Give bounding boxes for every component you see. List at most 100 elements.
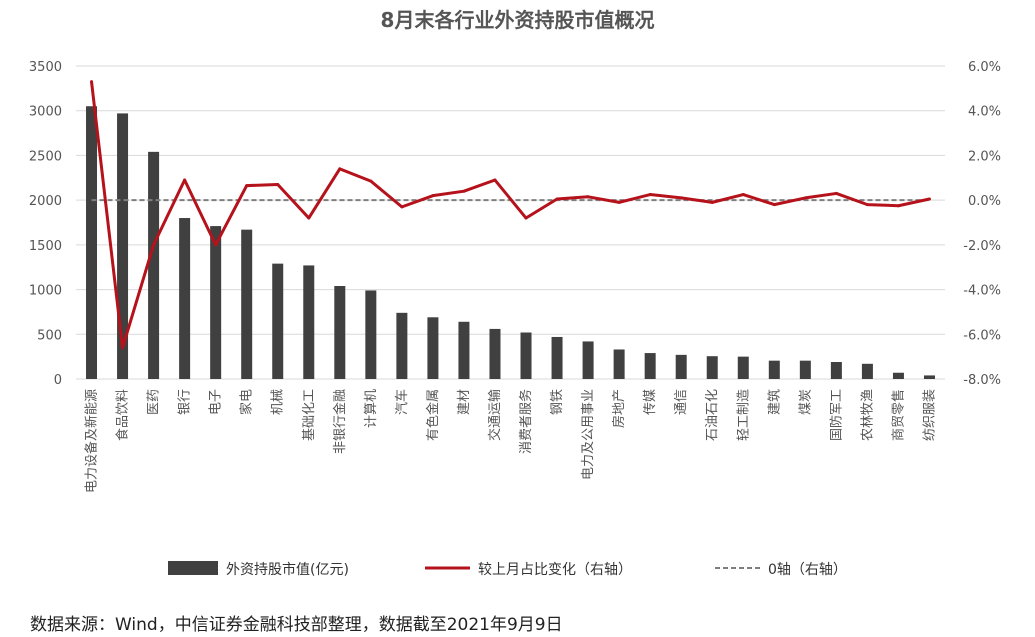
bar xyxy=(396,312,408,379)
left-tick-label: 1500 xyxy=(29,239,62,254)
change-point xyxy=(679,196,683,200)
change-point xyxy=(555,197,559,201)
category-label: 纺织服装 xyxy=(922,389,937,441)
legend-label-zero: 0轴（右轴） xyxy=(768,562,847,578)
category-label: 基础化工 xyxy=(302,389,317,441)
right-tick-label: 2.0% xyxy=(968,149,1001,164)
category-label: 消费者服务 xyxy=(518,389,534,454)
change-point xyxy=(741,193,745,197)
category-label: 家电 xyxy=(239,389,255,415)
bar xyxy=(582,341,594,379)
chart-title: 8月末各行业外资持股市值概况 xyxy=(380,8,655,32)
change-point xyxy=(710,200,714,204)
left-tick-label: 3500 xyxy=(29,60,62,75)
change-point xyxy=(617,200,621,204)
change-point xyxy=(338,167,342,171)
bar xyxy=(520,332,532,379)
category-label: 房地产 xyxy=(611,389,627,428)
bar xyxy=(489,328,501,379)
right-tick-label: -6.0% xyxy=(963,328,1001,343)
bar xyxy=(241,229,253,379)
legend: 外资持股市值(亿元) 较上月占比变化（右轴） 0轴（右轴） xyxy=(168,561,847,578)
category-label: 汽车 xyxy=(394,389,410,415)
change-point xyxy=(245,184,249,188)
category-label: 钢铁 xyxy=(550,389,565,415)
category-label: 机械 xyxy=(271,389,286,415)
bar xyxy=(148,151,160,379)
category-label: 医药 xyxy=(147,389,162,415)
category-label: 商贸零售 xyxy=(890,389,906,441)
change-point xyxy=(431,194,435,198)
bar xyxy=(334,285,346,379)
bar xyxy=(613,349,625,379)
category-label: 石油石化 xyxy=(705,389,720,441)
left-tick-label: 2500 xyxy=(29,149,62,164)
category-label: 国防军工 xyxy=(828,389,844,441)
category-label: 交通运输 xyxy=(487,389,503,441)
change-point xyxy=(927,197,931,201)
bar xyxy=(365,290,377,379)
bar xyxy=(644,353,656,379)
legend-label-bar: 外资持股市值(亿元) xyxy=(226,561,349,578)
change-point xyxy=(276,182,280,186)
bar-series xyxy=(86,106,935,379)
bar xyxy=(706,356,718,379)
source-note: 数据来源：Wind，中信证券金融科技部整理，数据截至2021年9月9日 xyxy=(30,615,563,635)
bar xyxy=(799,360,811,379)
change-point xyxy=(183,178,187,182)
category-label: 农林牧渔 xyxy=(860,389,875,441)
change-point xyxy=(462,189,466,193)
bar xyxy=(861,363,873,379)
change-point xyxy=(586,195,590,199)
right-tick-label: 4.0% xyxy=(968,105,1001,120)
right-tick-label: 6.0% xyxy=(968,60,1001,75)
left-axis-ticks: 0 500 1000 1500 2000 2500 3000 3500 xyxy=(29,60,62,388)
change-point xyxy=(648,193,652,197)
change-point xyxy=(90,80,94,84)
left-tick-label: 2000 xyxy=(29,194,62,209)
category-label: 轻工制造 xyxy=(736,389,751,441)
bar xyxy=(427,317,439,379)
category-label: 电力设备及新能源 xyxy=(84,389,100,493)
category-label: 建材 xyxy=(457,389,472,415)
category-label: 食品饮料 xyxy=(115,389,131,441)
right-tick-label: -2.0% xyxy=(963,239,1001,254)
category-label: 建筑 xyxy=(766,389,782,415)
change-point xyxy=(400,205,404,209)
category-label: 传媒 xyxy=(643,389,658,415)
left-tick-label: 1000 xyxy=(29,284,62,299)
category-label: 电子 xyxy=(209,389,224,415)
bar xyxy=(675,354,687,379)
change-point xyxy=(214,243,218,247)
change-point xyxy=(834,191,838,195)
change-point xyxy=(493,178,497,182)
change-line-series xyxy=(90,80,931,350)
change-point xyxy=(152,243,156,247)
bar xyxy=(768,360,780,379)
category-label: 银行 xyxy=(178,389,193,415)
bar xyxy=(303,265,315,379)
legend-label-change: 较上月占比变化（右轴） xyxy=(478,562,632,578)
category-label: 计算机 xyxy=(364,389,379,428)
change-line xyxy=(90,81,930,350)
category-label: 煤炭 xyxy=(798,389,813,415)
right-tick-label: -4.0% xyxy=(963,284,1001,299)
category-label: 非银行金融 xyxy=(332,389,348,454)
bar xyxy=(892,372,904,379)
change-point xyxy=(803,196,807,200)
change-point xyxy=(896,204,900,208)
bar xyxy=(272,263,284,379)
bar xyxy=(117,113,129,379)
category-label: 电力及公用事业 xyxy=(581,389,596,480)
category-label: 有色金属 xyxy=(425,389,441,441)
change-point xyxy=(369,179,373,183)
right-tick-label: 0.0% xyxy=(968,194,1001,209)
category-labels: 电力设备及新能源 食品饮料 医药 银行 电子 家电 机械 基础化工 非银行金融 计算机 汽车 有色金属… xyxy=(84,389,938,493)
bar xyxy=(458,321,470,379)
bar xyxy=(923,375,935,379)
bar xyxy=(179,218,191,379)
change-point xyxy=(307,216,311,220)
bar xyxy=(830,362,842,379)
change-point xyxy=(772,203,776,207)
